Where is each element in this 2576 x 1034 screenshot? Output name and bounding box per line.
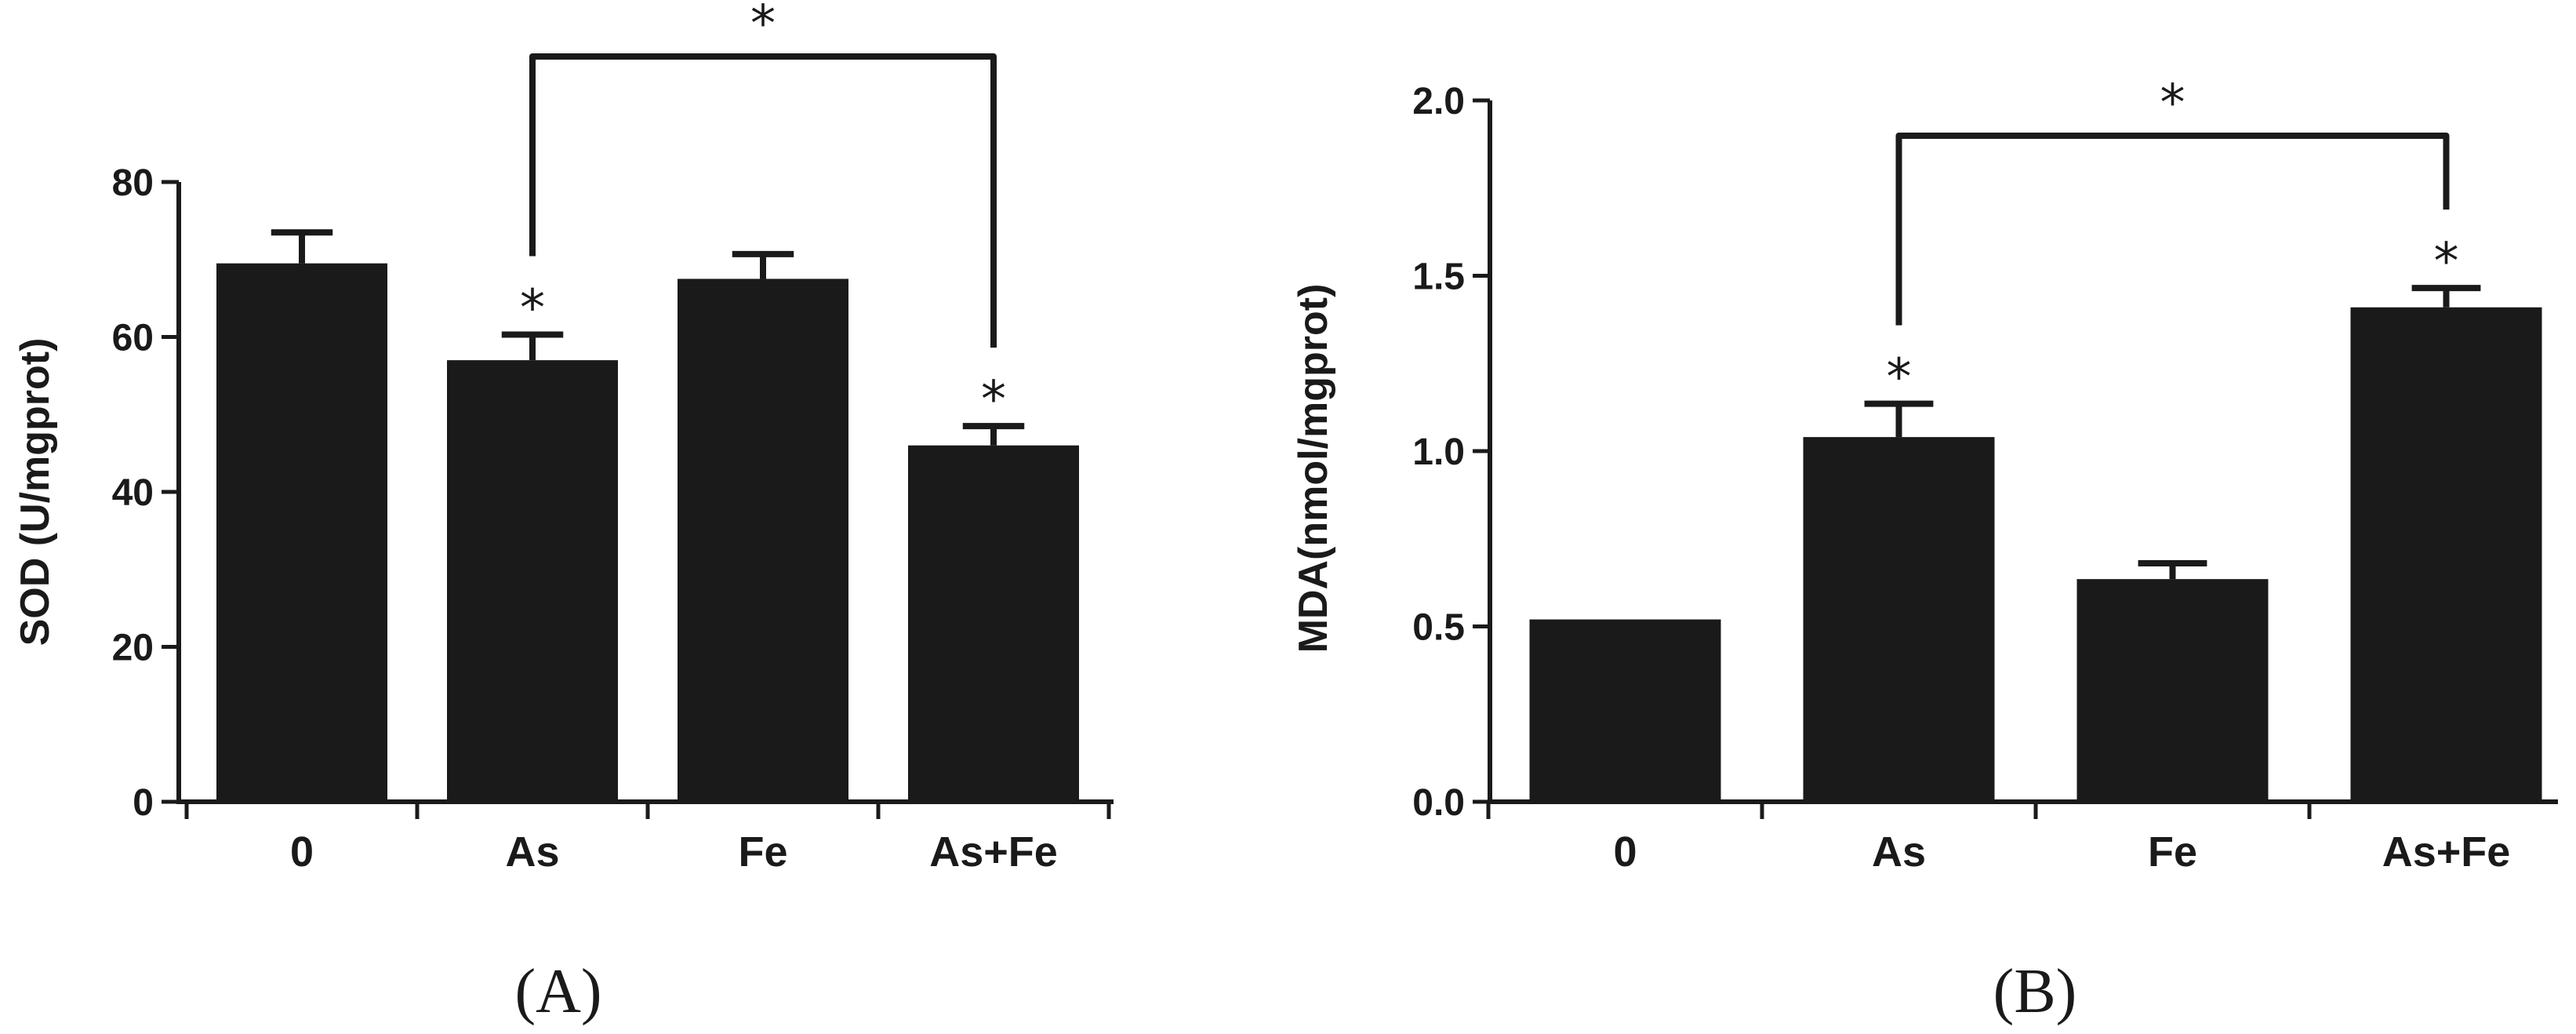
bar-0 <box>216 263 387 802</box>
y-tick-label-1: 0.5 <box>1412 607 1465 649</box>
panel-label: (B) <box>1993 957 2077 1026</box>
panel-a: 0 * As Fe * As+Fe 0 20 40 60 80 SOD (U/mgprot) * (A) <box>13 0 1114 1026</box>
bar-1 <box>1803 437 1995 802</box>
y-tick-label-0: 0.0 <box>1412 782 1465 824</box>
y-tick-label-4: 80 <box>112 162 154 204</box>
significance-star-1: * <box>520 280 545 338</box>
bar-2 <box>678 279 848 802</box>
bar-0 <box>1529 619 1721 802</box>
bar-3 <box>908 445 1079 802</box>
significance-bracket <box>529 53 997 348</box>
bracket-star: * <box>750 0 776 53</box>
category-label-0: 0 <box>1613 828 1637 876</box>
bar-2 <box>2076 579 2269 802</box>
y-tick-label-4: 2.0 <box>1412 81 1465 122</box>
bracket-star: * <box>2160 75 2185 133</box>
category-label-2: Fe <box>738 828 787 876</box>
bar-1 <box>447 360 618 802</box>
y-tick-label-0: 0 <box>133 782 154 824</box>
category-label-3: As+Fe <box>929 828 1058 876</box>
y-tick-label-2: 40 <box>112 472 154 514</box>
y-axis-title: SOD (U/mgprot) <box>13 338 58 646</box>
panel-b: 0 * As Fe * As+Fe 0.0 0.5 1.0 1.5 2.0 MDA(nmol/mgpr… <box>1291 75 2558 1026</box>
significance-star-3: * <box>2434 233 2459 291</box>
bar-3 <box>2350 307 2542 803</box>
y-tick-label-3: 60 <box>112 318 154 359</box>
category-label-3: As+Fe <box>2382 828 2511 876</box>
y-tick-label-3: 1.5 <box>1412 257 1465 298</box>
y-tick-label-1: 20 <box>112 628 154 669</box>
category-label-2: Fe <box>2148 828 2197 876</box>
y-axis-title: MDA(nmol/mgprot) <box>1291 284 1336 654</box>
significance-bracket <box>1895 133 2450 326</box>
significance-star-3: * <box>981 371 1006 429</box>
category-label-1: As <box>1872 828 1926 876</box>
category-label-0: 0 <box>290 828 314 876</box>
significance-star-1: * <box>1887 349 1912 407</box>
panel-label: (A) <box>514 957 601 1026</box>
y-tick-label-2: 1.0 <box>1412 431 1465 473</box>
category-label-1: As <box>505 828 559 876</box>
